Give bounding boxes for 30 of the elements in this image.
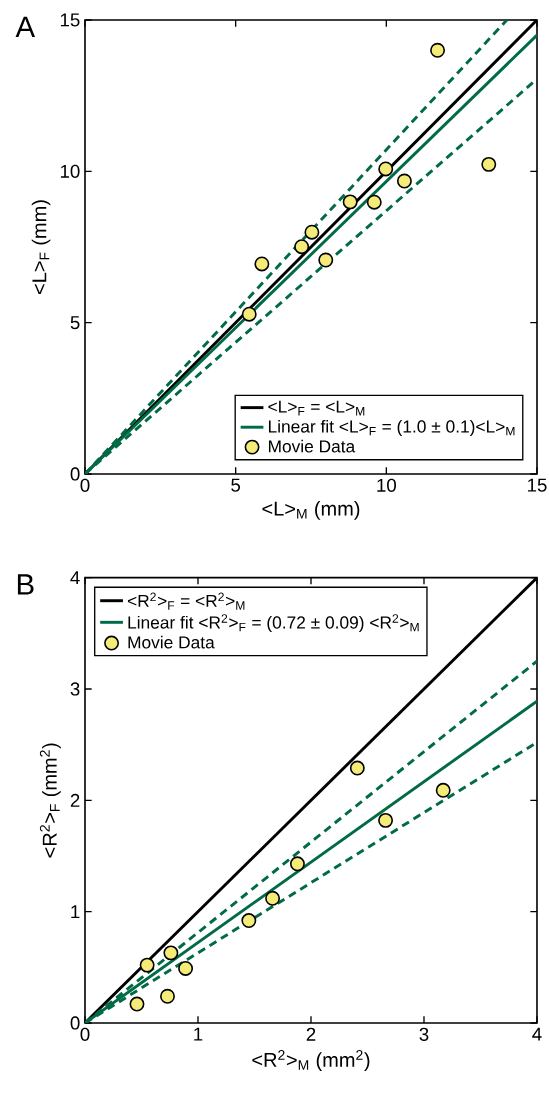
x-tick-label: 5 <box>231 478 241 492</box>
y-tick-label: 0 <box>70 467 80 481</box>
chart-title: A <box>15 16 36 37</box>
y-tick-label: 1 <box>71 905 80 919</box>
x-tick-label: 0 <box>80 478 90 492</box>
x-tick-label: 4 <box>532 1027 542 1041</box>
y-axis-title: <R$^{2}$>$_{F}$ (mm$^{2}$) <box>39 743 61 858</box>
x-tick-label: 1 <box>194 1027 203 1041</box>
y-tick-label: 15 <box>60 13 80 27</box>
y-tick-label: 3 <box>70 682 80 696</box>
y-tick-label: 5 <box>70 316 80 330</box>
x-tick-label: 10 <box>377 478 396 492</box>
y-tick-label: 0 <box>70 1016 80 1030</box>
y-tick-label: 2 <box>70 793 80 807</box>
chart-title: B <box>17 574 34 595</box>
x-tick-label: 3 <box>419 1027 429 1041</box>
x-axis-title: <R$^{2}$>$_{M}$ (mm$^{2}$) <box>252 1050 370 1071</box>
y-axis-title: <L>$_{F}$ (mm) <box>31 200 51 294</box>
x-tick-label: 15 <box>528 478 547 492</box>
legend-label: <L>$_{F}$ = <L>$_{M}$ <box>268 400 365 416</box>
legend-label: Linear fit <L>$_{F}$ = (1.0 ± 0.1)<L>$_{M}$ <box>268 419 515 437</box>
x-tick-label: 0 <box>80 1027 90 1041</box>
y-tick-label: 10 <box>60 164 80 178</box>
x-axis-title: <L>$_{M}$ (mm) <box>262 501 360 520</box>
y-tick-label: 4 <box>70 571 80 585</box>
legend-label: Linear fit <R$^{2}$>$_{F}$ = (0.72 ± 0.09) <R$^{2}$>$_{M}$ <box>128 614 419 633</box>
legend-label: Movie Data <box>268 439 356 453</box>
legend-label: <R$^{2}$>$_{F}$ = <R$^{2}$>$_{M}$ <box>127 592 245 610</box>
x-tick-label: 2 <box>306 1027 316 1041</box>
legend-label: Movie Data <box>128 635 215 649</box>
